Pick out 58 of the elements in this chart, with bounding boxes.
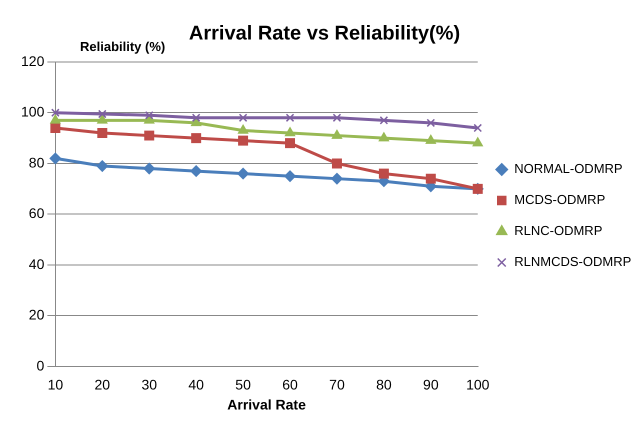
x-tick-label: 60 [282,376,298,393]
point [378,132,389,142]
point [51,108,60,118]
x-tick-label: 30 [141,376,158,393]
x-tick-label: 100 [466,376,490,393]
point [426,134,436,144]
y-axis-title: Reliability (%) [80,39,166,54]
point [97,128,108,138]
point [426,118,436,128]
point [96,160,108,172]
x-tick-label: 70 [329,376,345,393]
point [98,110,107,118]
x-tick-label: 10 [48,376,64,393]
point [190,165,202,177]
x-axis-title: Arrival Rate [227,396,306,412]
point [284,170,296,182]
y-tick-label: 20 [28,306,45,323]
point [143,162,155,174]
legend-label: RLNMCDS-ODMRP [514,254,632,270]
y-tick-label: 100 [21,104,45,120]
point [191,133,202,144]
point [473,124,482,132]
y-tick-label: 40 [28,256,45,272]
point [332,130,342,139]
y-tick-label: 60 [28,205,45,222]
point [284,127,296,136]
chart-title: Arrival Rate vs Reliability(%) [188,22,460,45]
point [378,168,389,179]
point [144,130,154,141]
point [472,137,483,146]
x-tick-label: 90 [423,376,439,393]
point [332,158,342,168]
point [144,110,154,120]
point [238,136,248,146]
legend-label: MCDS-ODMRP [514,192,606,208]
x-tick-label: 20 [94,376,110,393]
x-tick-label: 80 [376,376,392,393]
point [97,114,108,124]
point [50,114,60,124]
point [285,138,296,148]
point [237,168,249,180]
point [50,152,62,164]
x-tick-label: 40 [188,376,204,393]
y-tick-label: 120 [21,52,45,69]
legend-label: NORMAL-ODMRP [514,161,623,176]
legend-label: RLNC-ODMRP [514,223,602,238]
point [380,116,388,125]
x-tick-label: 50 [235,376,252,393]
point [286,114,294,122]
point [426,174,436,184]
y-tick-label: 0 [36,357,45,374]
point [192,114,200,122]
point [50,122,60,133]
y-tick-label: 80 [28,154,45,170]
point [332,114,342,122]
point [238,114,248,122]
point [331,172,343,184]
point [238,124,248,134]
